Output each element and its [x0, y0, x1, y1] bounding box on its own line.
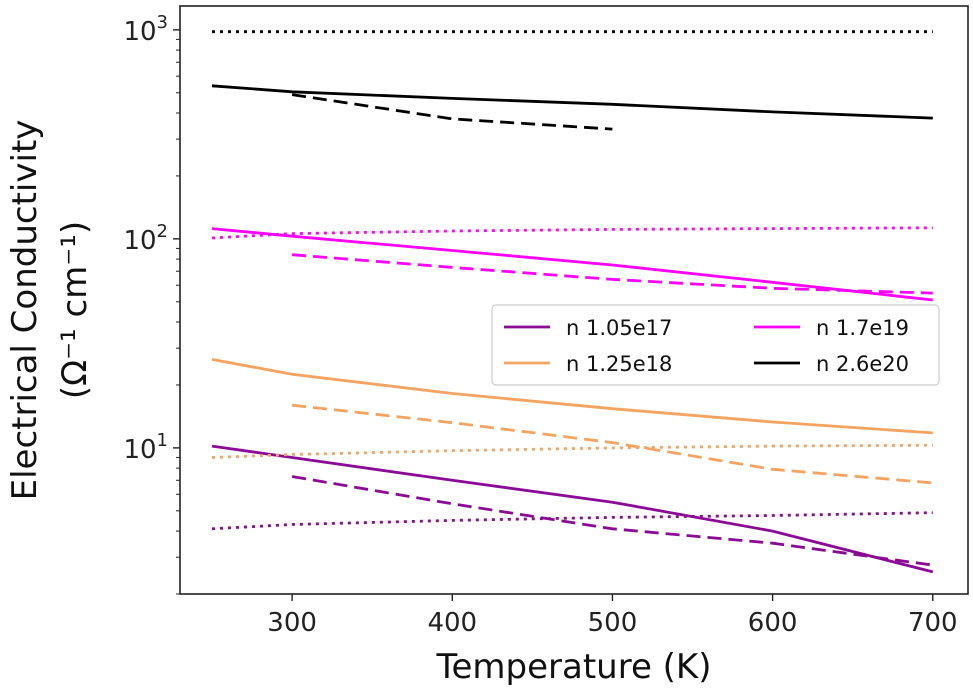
- legend-label: n 1.7e19: [816, 316, 909, 340]
- series-n-1_7e19-dotted: [211, 226, 933, 240]
- x-tick-label: 700: [908, 608, 958, 638]
- y-tick-label: 102: [123, 221, 168, 256]
- series-n-1_05e17-dashed: [291, 475, 933, 567]
- series-n-1_25e18-dotted: [211, 443, 933, 459]
- legend-label: n 1.05e17: [566, 316, 672, 340]
- y-axis-label-line1: Electrical Conductivity: [5, 120, 45, 501]
- plot-frame: [179, 5, 969, 595]
- legend-label: n 2.6e20: [816, 352, 909, 376]
- x-tick-label: 500: [588, 608, 638, 638]
- series-n-1_05e17-dotted: [211, 511, 933, 531]
- y-tick-label: 103: [123, 12, 168, 47]
- series-n-1_25e18-solid: [211, 358, 933, 435]
- x-tick-label: 600: [748, 608, 798, 638]
- series-n-1_25e18-dashed: [291, 403, 933, 485]
- legend-frame: [491, 304, 940, 386]
- series-n-2_6e20-solid: [211, 84, 933, 120]
- series-n-1_7e19-dashed: [291, 253, 933, 295]
- y-tick-label: 101: [123, 430, 168, 465]
- series-n-2_6e20-dashed: [291, 93, 613, 131]
- legend: n 1.05e17 n 1.25e18 n 1.7e19 n 2.6e20: [491, 304, 940, 386]
- x-tick-label: 300: [267, 608, 317, 638]
- series-n-1_05e17-solid: [211, 444, 934, 574]
- legend-label: n 1.25e18: [566, 352, 672, 376]
- x-axis-label: Temperature (K): [435, 647, 711, 687]
- x-tick-label: 400: [427, 608, 477, 638]
- y-axis-label-line2: (Ω⁻¹ cm⁻¹): [55, 221, 95, 399]
